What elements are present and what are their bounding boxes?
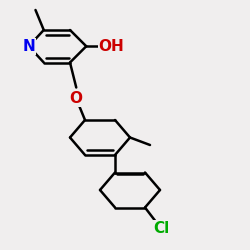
Text: O: O: [70, 91, 83, 106]
Text: OH: OH: [98, 39, 124, 54]
Text: N: N: [22, 39, 35, 54]
Text: Cl: Cl: [153, 221, 170, 236]
